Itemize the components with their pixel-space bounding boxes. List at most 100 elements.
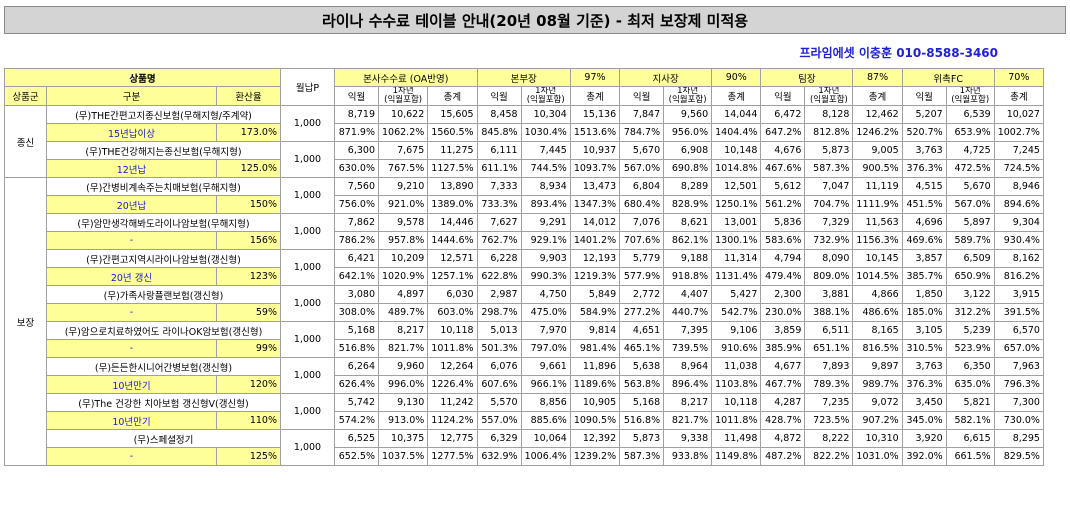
commission-amount: 3,859 — [760, 321, 806, 340]
commission-amount: 8,964 — [663, 357, 713, 376]
commission-amount: 6,350 — [945, 357, 995, 376]
category-cell: 보장 — [4, 177, 47, 466]
commission-percent: 797.0% — [520, 339, 571, 358]
commission-amount: 6,570 — [993, 321, 1044, 340]
commission-amount: 10,118 — [427, 321, 478, 340]
commission-amount: 10,310 — [852, 429, 903, 448]
commission-amount: 6,111 — [476, 141, 522, 160]
conversion-rate: 59% — [216, 303, 281, 322]
monthly-premium: 1,000 — [280, 357, 335, 394]
commission-amount: 11,314 — [711, 249, 762, 268]
commission-percent: 577.9% — [619, 267, 665, 286]
commission-percent: 894.6% — [993, 195, 1044, 214]
commission-percent: 680.4% — [619, 195, 665, 214]
commission-percent: 388.1% — [804, 303, 854, 322]
sub-col-header: 총계 — [993, 86, 1044, 106]
commission-amount: 8,090 — [804, 249, 854, 268]
commission-percent: 1037.5% — [377, 447, 429, 466]
commission-amount: 9,814 — [569, 321, 621, 340]
commission-percent: 957.8% — [377, 231, 429, 250]
commission-amount: 12,501 — [711, 177, 762, 196]
commission-percent: 391.5% — [993, 303, 1044, 322]
commission-amount: 4,866 — [852, 285, 903, 304]
commission-percent: 723.5% — [804, 411, 854, 430]
conversion-rate: 99% — [216, 339, 281, 358]
commission-table: 상품명 월납P 본사수수료 (OA반영) 본부장 97% 지사장 90% 팀장 … — [4, 68, 1044, 466]
commission-percent: 893.4% — [520, 195, 571, 214]
commission-percent: 557.0% — [476, 411, 522, 430]
commission-amount: 4,677 — [760, 357, 806, 376]
header-row-1: 상품명 월납P 본사수수료 (OA반영) 본부장 97% 지사장 90% 팀장 … — [4, 68, 1044, 106]
commission-percent: 1011.8% — [711, 411, 762, 430]
category-header: 상품군 — [4, 86, 47, 106]
commission-amount: 4,872 — [760, 429, 806, 448]
sub-col-header: 1차년 (익월포함) — [377, 86, 429, 106]
commission-percent: 829.5% — [993, 447, 1044, 466]
commission-amount: 6,539 — [945, 105, 995, 124]
commission-amount: 4,897 — [377, 285, 429, 304]
commission-amount: 14,012 — [569, 213, 621, 232]
table-row: (무)간편고지역시라이나암보험(갱신형) 1,000 6,421 10,209 12,5… — [5, 249, 1044, 286]
sub-col-header: 총계 — [711, 86, 762, 106]
payment-term: - — [46, 447, 217, 466]
commission-amount: 8,289 — [663, 177, 713, 196]
commission-percent: 996.0% — [377, 375, 429, 394]
commission-amount: 10,375 — [377, 429, 429, 448]
sub-col-header: 익월 — [334, 86, 379, 106]
commission-percent: 809.0% — [804, 267, 854, 286]
commission-amount: 7,235 — [804, 393, 854, 412]
commission-percent: 1389.0% — [427, 195, 478, 214]
commission-percent: 642.1% — [334, 267, 379, 286]
commission-amount: 2,987 — [476, 285, 522, 304]
commission-percent: 661.5% — [945, 447, 995, 466]
commission-percent: 626.4% — [334, 375, 379, 394]
commission-amount: 15,136 — [569, 105, 621, 124]
commission-amount: 7,395 — [663, 321, 713, 340]
commission-amount: 9,106 — [711, 321, 762, 340]
table-row: -59% 308.0% 489.7% 603.0% 298.7% 475.0% 584.9%… — [5, 303, 1044, 322]
commission-percent: 1103.8% — [711, 375, 762, 394]
commission-percent: 956.0% — [663, 123, 713, 142]
commission-percent: 1250.1% — [711, 195, 762, 214]
sub-col-header: 1차년 (익월포함) — [663, 86, 713, 106]
commission-amount: 5,873 — [804, 141, 854, 160]
commission-amount: 6,421 — [334, 249, 379, 268]
commission-amount: 6,329 — [476, 429, 522, 448]
commission-amount: 10,937 — [569, 141, 621, 160]
commission-percent: 523.9% — [945, 339, 995, 358]
commission-amount: 5,779 — [619, 249, 665, 268]
commission-percent: 1111.9% — [852, 195, 903, 214]
commission-amount: 2,772 — [619, 285, 665, 304]
commission-percent: 1239.2% — [569, 447, 621, 466]
commission-amount: 3,080 — [334, 285, 379, 304]
commission-percent: 501.3% — [476, 339, 522, 358]
product-name: (무)가족사랑플랜보험(갱신형) — [46, 285, 281, 304]
commission-amount: 9,578 — [377, 213, 429, 232]
commission-percent: 733.3% — [476, 195, 522, 214]
commission-amount: 9,072 — [852, 393, 903, 412]
commission-amount: 7,963 — [993, 357, 1044, 376]
table-row: -156% 786.2% 957.8% 1444.6% 762.7% 929.1% 1401… — [5, 231, 1044, 250]
conversion-rate: 173.0% — [216, 123, 281, 142]
commission-amount: 9,897 — [852, 357, 903, 376]
commission-amount: 6,908 — [663, 141, 713, 160]
commission-amount: 8,162 — [993, 249, 1044, 268]
monthly-premium: 1,000 — [280, 393, 335, 430]
commission-amount: 6,076 — [476, 357, 522, 376]
commission-amount: 9,661 — [520, 357, 571, 376]
conversion-header: 환산율 — [216, 86, 281, 106]
commission-amount: 7,675 — [377, 141, 429, 160]
commission-percent: 1011.8% — [427, 339, 478, 358]
commission-amount: 11,498 — [711, 429, 762, 448]
commission-amount: 5,638 — [619, 357, 665, 376]
commission-amount: 5,670 — [945, 177, 995, 196]
commission-percent: 603.0% — [427, 303, 478, 322]
commission-percent: 611.1% — [476, 159, 522, 178]
conversion-rate: 120% — [216, 375, 281, 394]
commission-percent: 1090.5% — [569, 411, 621, 430]
commission-amount: 10,064 — [520, 429, 571, 448]
commission-amount: 4,696 — [901, 213, 947, 232]
commission-amount: 6,804 — [619, 177, 665, 196]
table-body: 종신 (무)THE간편고지종신보험(무해지형/주계약) 1,000 8,719 10,6… — [4, 105, 1044, 466]
commission-percent: 574.2% — [334, 411, 379, 430]
